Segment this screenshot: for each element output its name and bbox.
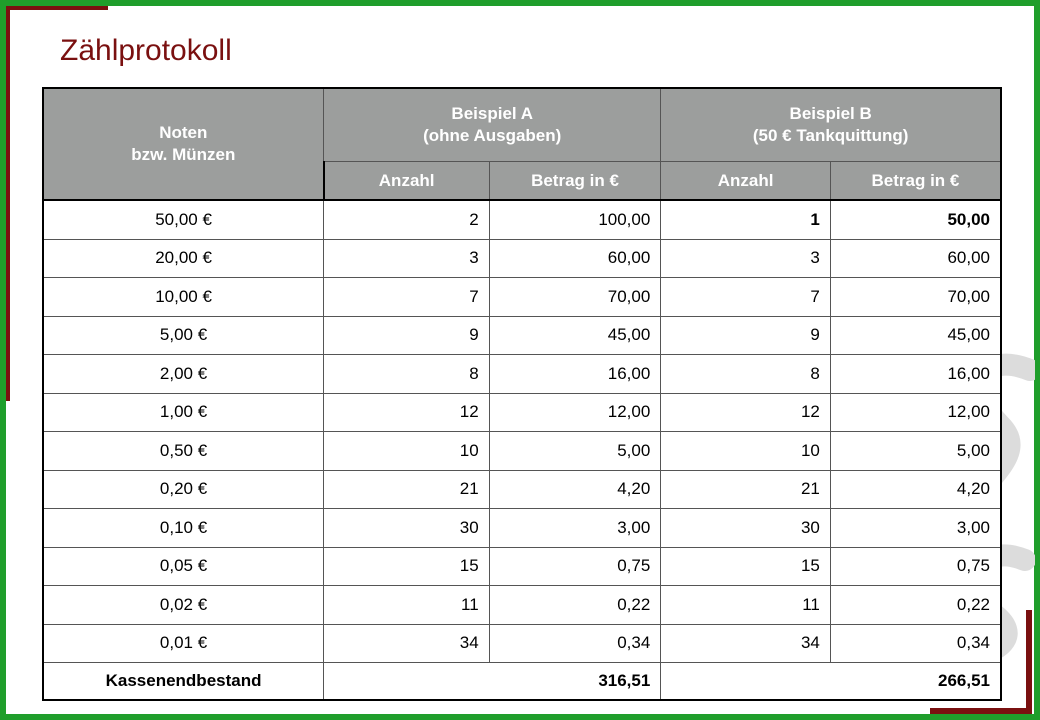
table-row: 2,00 € 8 16,00 8 16,00 <box>42 354 1002 394</box>
a-amount-cell: 0,34 <box>488 623 662 663</box>
denomination-cell: 0,02 € <box>42 585 325 625</box>
table-row: 0,20 € 21 4,20 21 4,20 <box>42 469 1002 509</box>
b-count-cell: 30 <box>660 508 831 548</box>
header-example-b-line1: Beispiel B <box>789 104 872 123</box>
header-denomination-line2: bzw. Münzen <box>131 145 236 164</box>
b-count-cell-highlight: 1 <box>660 199 831 240</box>
denomination-cell: 1,00 € <box>42 392 325 432</box>
a-count-cell: 11 <box>323 585 490 625</box>
a-amount-cell: 16,00 <box>488 354 662 394</box>
b-amount-cell: 16,00 <box>829 354 1002 394</box>
header-denomination-line1: Noten <box>159 123 208 142</box>
a-count-cell: 10 <box>323 431 490 471</box>
b-amount-cell: 0,22 <box>829 585 1002 625</box>
b-amount-cell: 12,00 <box>829 392 1002 432</box>
a-amount-cell: 3,00 <box>488 508 662 548</box>
header-example-b-line2: (50 € Tankquittung) <box>752 126 909 145</box>
table-row: 0,50 € 10 5,00 10 5,00 <box>42 431 1002 471</box>
a-count-cell: 21 <box>323 469 490 509</box>
table-row: 0,02 € 11 0,22 11 0,22 <box>42 585 1002 625</box>
a-count-cell: 7 <box>323 277 490 317</box>
table-row: 1,00 € 12 12,00 12 12,00 <box>42 392 1002 432</box>
header-a-count: Anzahl <box>322 161 490 201</box>
total-a-cell: 316,51 <box>323 662 662 701</box>
b-count-cell: 11 <box>660 585 831 625</box>
page-title: Zählprotokoll <box>60 34 232 67</box>
a-amount-cell: 60,00 <box>488 238 662 278</box>
b-amount-cell: 45,00 <box>829 315 1002 355</box>
denomination-cell: 5,00 € <box>42 315 325 355</box>
header-example-a-line1: Beispiel A <box>451 104 533 123</box>
header-example-b: Beispiel B (50 € Tankquittung) <box>660 87 1003 162</box>
a-amount-cell: 100,00 <box>488 199 662 240</box>
header-a-amount: Betrag in € <box>488 161 662 201</box>
a-count-cell: 3 <box>323 238 490 278</box>
a-count-cell: 2 <box>323 199 490 240</box>
header-b-count: Anzahl <box>660 161 831 201</box>
denomination-cell: 50,00 € <box>42 199 325 240</box>
b-count-cell: 3 <box>660 238 831 278</box>
accent-bar-top <box>6 6 108 10</box>
a-count-cell: 9 <box>323 315 490 355</box>
b-amount-cell: 5,00 <box>829 431 1002 471</box>
a-amount-cell: 5,00 <box>488 431 662 471</box>
denomination-cell: 10,00 € <box>42 277 325 317</box>
a-amount-cell: 12,00 <box>488 392 662 432</box>
denomination-cell: 0,10 € <box>42 508 325 548</box>
b-amount-cell: 4,20 <box>829 469 1002 509</box>
b-count-cell: 21 <box>660 469 831 509</box>
a-count-cell: 30 <box>323 508 490 548</box>
total-label: Kassenendbestand <box>42 662 325 701</box>
table-row: 50,00 € 2 100,00 1 50,00 <box>42 199 1002 240</box>
table-row: 20,00 € 3 60,00 3 60,00 <box>42 238 1002 278</box>
header-example-a: Beispiel A (ohne Ausgaben) <box>323 87 662 162</box>
b-count-cell: 34 <box>660 623 831 663</box>
denomination-cell: 2,00 € <box>42 354 325 394</box>
b-amount-cell-highlight: 50,00 <box>829 199 1002 240</box>
a-amount-cell: 45,00 <box>488 315 662 355</box>
a-count-cell: 34 <box>323 623 490 663</box>
b-count-cell: 7 <box>660 277 831 317</box>
total-row: Kassenendbestand 316,51 266,51 <box>42 662 1003 701</box>
accent-bar-left <box>6 6 10 401</box>
count-table: Noten bzw. Münzen Beispiel A (ohne Ausga… <box>42 87 1003 701</box>
b-amount-cell: 3,00 <box>829 508 1002 548</box>
b-amount-cell: 60,00 <box>829 238 1002 278</box>
header-b-amount: Betrag in € <box>829 161 1002 201</box>
a-count-cell: 8 <box>323 354 490 394</box>
denomination-cell: 0,01 € <box>42 623 325 663</box>
a-amount-cell: 0,75 <box>488 546 662 586</box>
denomination-cell: 0,05 € <box>42 546 325 586</box>
b-count-cell: 12 <box>660 392 831 432</box>
a-count-cell: 12 <box>323 392 490 432</box>
table-row: 10,00 € 7 70,00 7 70,00 <box>42 277 1002 317</box>
a-amount-cell: 70,00 <box>488 277 662 317</box>
accent-bar-bottom <box>930 708 1032 714</box>
denomination-cell: 0,50 € <box>42 431 325 471</box>
b-count-cell: 10 <box>660 431 831 471</box>
b-amount-cell: 0,34 <box>829 623 1002 663</box>
b-amount-cell: 0,75 <box>829 546 1002 586</box>
denomination-cell: 20,00 € <box>42 238 325 278</box>
b-amount-cell: 70,00 <box>829 277 1002 317</box>
header-example-a-line2: (ohne Ausgaben) <box>423 126 562 145</box>
table-row: 0,05 € 15 0,75 15 0,75 <box>42 546 1002 586</box>
b-count-cell: 9 <box>660 315 831 355</box>
b-count-cell: 8 <box>660 354 831 394</box>
header-denomination: Noten bzw. Münzen <box>42 87 325 201</box>
accent-bar-right <box>1026 610 1032 714</box>
total-b-cell: 266,51 <box>660 662 1003 701</box>
table-row: 0,01 € 34 0,34 34 0,34 <box>42 623 1002 663</box>
b-count-cell: 15 <box>660 546 831 586</box>
a-amount-cell: 4,20 <box>488 469 662 509</box>
a-amount-cell: 0,22 <box>488 585 662 625</box>
table-row: 0,10 € 30 3,00 30 3,00 <box>42 508 1002 548</box>
table-row: 5,00 € 9 45,00 9 45,00 <box>42 315 1002 355</box>
a-count-cell: 15 <box>323 546 490 586</box>
denomination-cell: 0,20 € <box>42 469 325 509</box>
